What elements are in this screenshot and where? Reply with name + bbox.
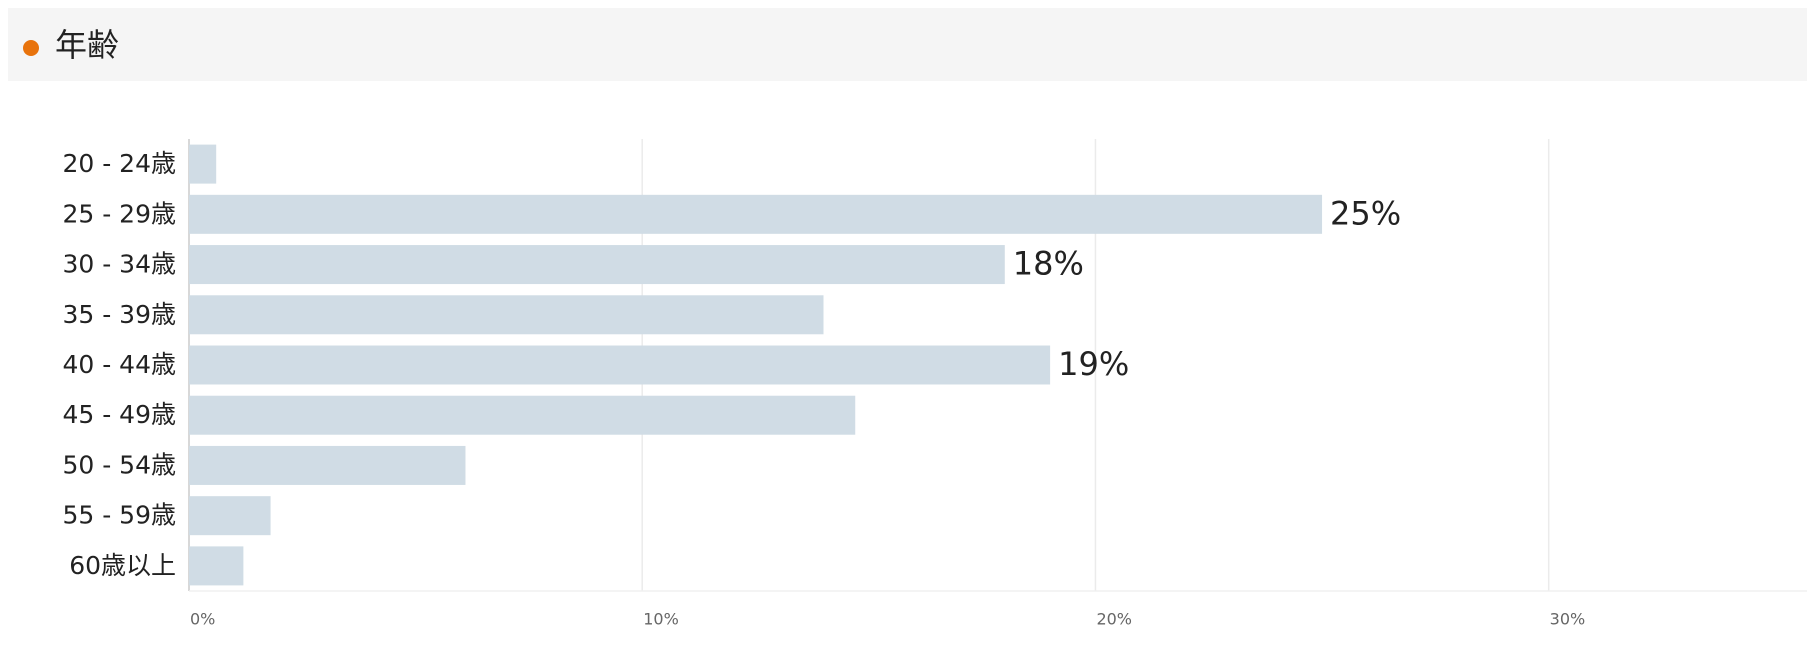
y-tick-label: 55 - 59歳 bbox=[62, 501, 176, 530]
bar bbox=[189, 295, 824, 335]
x-tick-label: 0% bbox=[190, 610, 215, 629]
bar bbox=[189, 194, 1323, 234]
value-label: 18% bbox=[1013, 245, 1084, 283]
bar bbox=[189, 546, 244, 586]
y-tick-label: 35 - 39歳 bbox=[62, 300, 176, 329]
y-tick-label: 20 - 24歳 bbox=[62, 149, 176, 178]
header-title: 年齢 bbox=[55, 26, 119, 64]
chart: 0% 10% 20% 30% 20 - 24歳 25 - 29歳 25% 30 - 34歳 18… bbox=[62, 139, 1807, 629]
x-tick-label: 20% bbox=[1096, 610, 1132, 629]
header-dot bbox=[23, 40, 39, 56]
bar bbox=[189, 345, 1051, 385]
y-tick-label: 60歳以上 bbox=[69, 551, 176, 580]
bar bbox=[189, 245, 1005, 285]
y-tick-label: 45 - 49歳 bbox=[62, 400, 176, 429]
bar bbox=[189, 395, 856, 435]
bar bbox=[189, 496, 271, 536]
y-tick-label: 40 - 44歳 bbox=[62, 350, 176, 379]
y-tick-label: 50 - 54歳 bbox=[62, 450, 176, 479]
y-tick-label: 25 - 29歳 bbox=[62, 199, 176, 228]
x-tick-label: 10% bbox=[643, 610, 679, 629]
y-tick-label: 30 - 34歳 bbox=[62, 250, 176, 279]
value-label: 19% bbox=[1058, 345, 1129, 383]
bar bbox=[189, 445, 466, 485]
bar bbox=[189, 144, 217, 184]
x-tick-label: 30% bbox=[1550, 610, 1586, 629]
value-label: 25% bbox=[1330, 194, 1401, 232]
header-bar bbox=[8, 8, 1807, 81]
